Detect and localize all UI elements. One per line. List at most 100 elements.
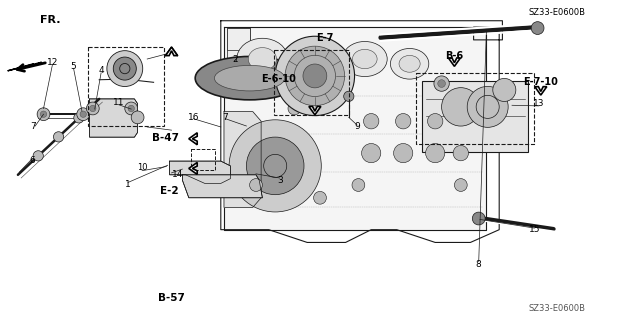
- Polygon shape: [189, 162, 197, 174]
- Circle shape: [120, 63, 130, 74]
- Circle shape: [303, 64, 327, 88]
- Ellipse shape: [300, 48, 328, 70]
- Bar: [416, 73, 534, 144]
- Bar: [88, 47, 164, 126]
- Circle shape: [442, 88, 480, 126]
- Circle shape: [531, 22, 544, 34]
- Circle shape: [264, 154, 287, 177]
- Ellipse shape: [195, 56, 304, 100]
- Ellipse shape: [214, 65, 285, 91]
- Circle shape: [54, 132, 64, 142]
- Ellipse shape: [237, 38, 288, 80]
- Circle shape: [476, 95, 499, 118]
- Circle shape: [250, 179, 262, 191]
- Text: 12: 12: [47, 58, 58, 67]
- Circle shape: [33, 151, 44, 161]
- Bar: [274, 50, 349, 115]
- Circle shape: [77, 108, 90, 121]
- Circle shape: [125, 102, 138, 115]
- Text: 9: 9: [355, 122, 360, 131]
- Circle shape: [396, 114, 411, 129]
- Circle shape: [493, 78, 516, 101]
- Text: SZ33-E0600B: SZ33-E0600B: [528, 304, 586, 313]
- Text: 16: 16: [188, 113, 199, 122]
- Text: 11: 11: [113, 98, 124, 107]
- Bar: [227, 28, 250, 70]
- Circle shape: [246, 137, 304, 195]
- Text: 15: 15: [529, 225, 540, 234]
- Polygon shape: [166, 47, 177, 56]
- Text: E-7: E-7: [316, 33, 334, 43]
- Text: B-57: B-57: [158, 293, 185, 303]
- Polygon shape: [170, 161, 230, 183]
- Circle shape: [37, 108, 50, 121]
- Text: SZ33-E0600B: SZ33-E0600B: [528, 8, 586, 17]
- Circle shape: [285, 46, 344, 106]
- Text: E-6-10: E-6-10: [261, 74, 296, 84]
- Polygon shape: [8, 62, 42, 71]
- Circle shape: [394, 144, 413, 163]
- Text: 5: 5: [71, 62, 76, 71]
- Circle shape: [434, 76, 449, 91]
- Ellipse shape: [288, 38, 339, 80]
- Text: 1: 1: [125, 180, 131, 189]
- Circle shape: [454, 179, 467, 191]
- Circle shape: [472, 212, 485, 225]
- Circle shape: [294, 55, 335, 97]
- Text: 7: 7: [31, 122, 36, 130]
- Polygon shape: [189, 133, 197, 145]
- Circle shape: [113, 57, 136, 80]
- Text: 3: 3: [277, 176, 282, 185]
- Polygon shape: [166, 47, 177, 56]
- Circle shape: [467, 86, 508, 127]
- Circle shape: [74, 113, 84, 123]
- Circle shape: [275, 36, 355, 115]
- Text: 14: 14: [172, 170, 184, 179]
- Polygon shape: [449, 58, 460, 66]
- Bar: [227, 28, 250, 50]
- Bar: [422, 81, 528, 152]
- Ellipse shape: [390, 48, 429, 79]
- Text: B-6: B-6: [445, 51, 463, 61]
- Circle shape: [288, 102, 301, 115]
- Ellipse shape: [248, 48, 276, 70]
- Circle shape: [453, 145, 468, 161]
- Text: 2: 2: [233, 55, 238, 63]
- Circle shape: [128, 105, 134, 112]
- Circle shape: [428, 114, 443, 129]
- Ellipse shape: [353, 49, 377, 69]
- Ellipse shape: [399, 56, 420, 72]
- Circle shape: [131, 111, 144, 124]
- Text: E-7-10: E-7-10: [524, 77, 558, 87]
- Bar: [191, 149, 215, 170]
- Circle shape: [80, 111, 86, 117]
- Polygon shape: [535, 87, 547, 95]
- Circle shape: [40, 111, 47, 117]
- Circle shape: [107, 51, 143, 86]
- Text: 6: 6: [29, 156, 35, 165]
- Circle shape: [86, 102, 99, 115]
- Text: 8: 8: [476, 260, 481, 269]
- Circle shape: [344, 91, 354, 101]
- Polygon shape: [224, 112, 261, 207]
- Polygon shape: [182, 175, 262, 198]
- Polygon shape: [309, 107, 321, 115]
- Circle shape: [362, 144, 381, 163]
- Circle shape: [438, 80, 445, 87]
- Circle shape: [90, 105, 96, 112]
- Circle shape: [352, 179, 365, 191]
- Circle shape: [364, 114, 379, 129]
- Circle shape: [426, 144, 445, 163]
- Ellipse shape: [342, 41, 387, 77]
- Text: 13: 13: [533, 99, 545, 108]
- Circle shape: [314, 191, 326, 204]
- Circle shape: [229, 120, 321, 212]
- Text: B-47: B-47: [152, 133, 179, 143]
- Text: E-2: E-2: [160, 186, 179, 196]
- Polygon shape: [224, 27, 486, 230]
- Text: 7: 7: [223, 113, 228, 122]
- Text: FR.: FR.: [40, 15, 60, 25]
- Polygon shape: [90, 99, 138, 137]
- Text: 4: 4: [99, 66, 104, 75]
- Text: 10: 10: [137, 163, 147, 172]
